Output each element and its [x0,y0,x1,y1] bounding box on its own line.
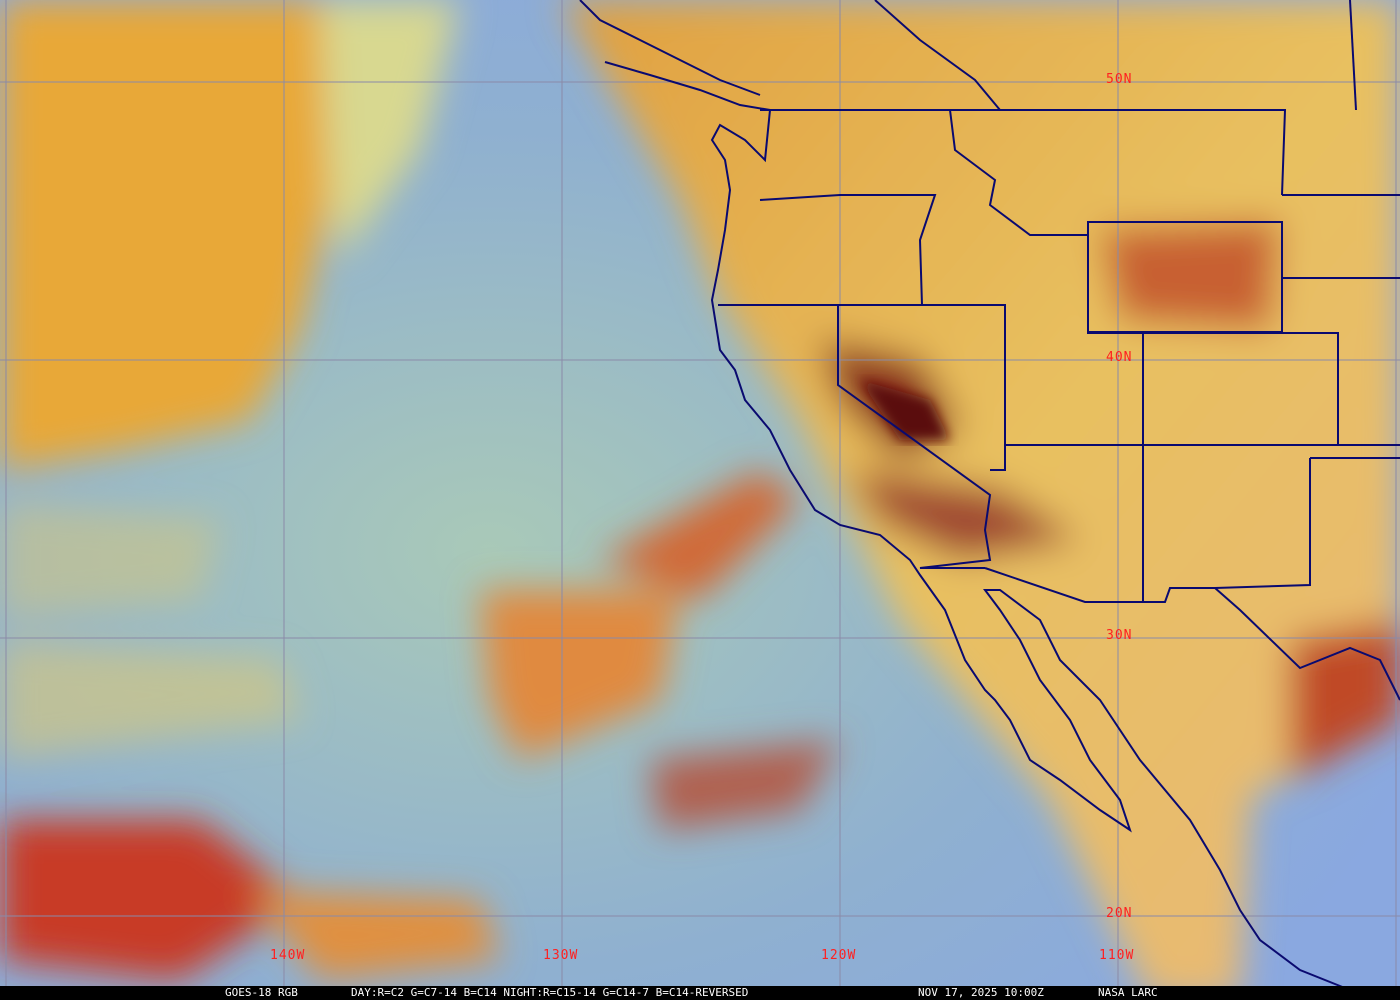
longitude-label: 130W [543,948,579,963]
latitude-label: 30N [1106,628,1133,643]
satellite-name: GOES-18 RGB [225,986,298,999]
longitude-label: 120W [821,948,857,963]
longitude-label: 140W [270,948,306,963]
latitude-label: 40N [1106,350,1133,365]
latitude-label: 50N [1106,72,1133,87]
timestamp: NOV 17, 2025 10:00Z [918,986,1044,999]
source: NASA LARC [1098,986,1158,999]
latitude-label: 20N [1106,906,1133,921]
rgb-recipe: DAY:R=C2 G=C7-14 B=C14 NIGHT:R=C15-14 G=… [351,986,749,999]
longitude-label: 110W [1099,948,1135,963]
caption-bar: GOES-18 RGB DAY:R=C2 G=C7-14 B=C14 NIGHT… [0,986,1400,1000]
political-borders [579,0,1400,991]
